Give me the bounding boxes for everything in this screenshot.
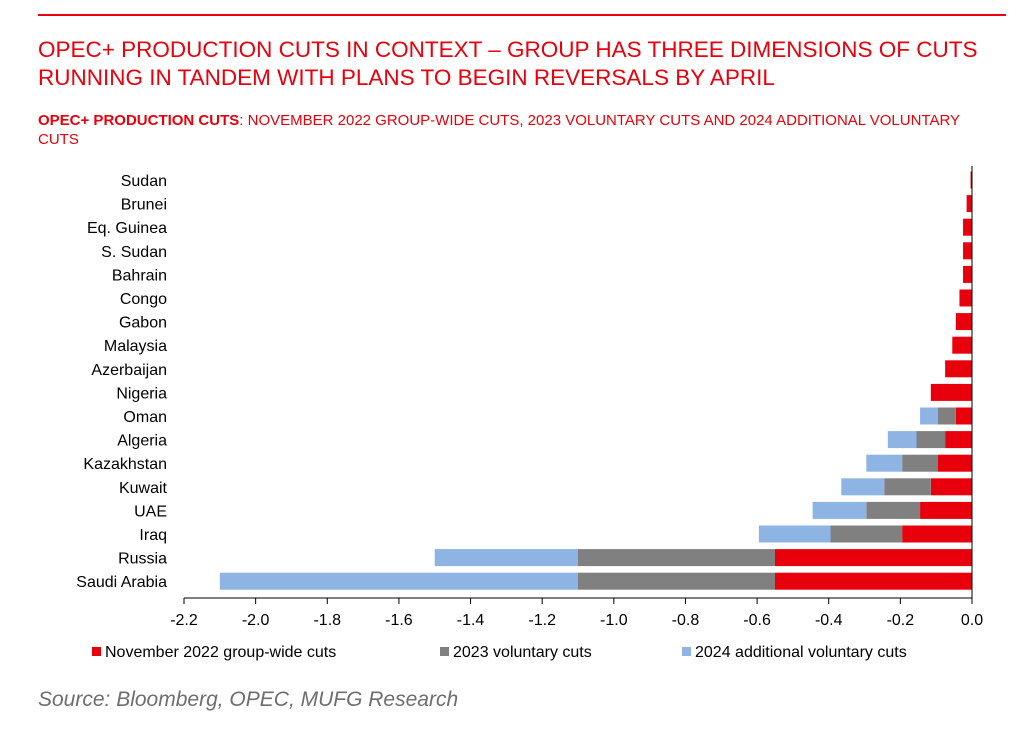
category-label: S. Sudan [101,244,167,261]
category-label: Kazakhstan [83,456,167,473]
bar-segment-series-1 [945,360,972,378]
category-label: Kuwait [119,480,168,497]
bar-segment-series-1 [920,501,972,519]
category-label: Congo [120,291,167,308]
bar-segment-series-2 [937,407,956,425]
top-rule [38,14,1006,16]
bar-segment-series-1 [775,549,972,567]
bar-segment-series-2 [884,478,931,496]
bar-segment-series-2 [578,572,775,590]
legend-swatch [440,647,449,656]
bar-segment-series-1 [966,195,972,213]
x-tick-label: 0.0 [961,612,983,629]
source-note: Source: Bloomberg, OPEC, MUFG Research [38,688,459,711]
x-tick-label: -1.2 [528,612,556,629]
bar-segment-series-3 [920,407,938,425]
bar-segment-series-1 [952,336,972,354]
x-tick-label: -2.2 [170,612,198,629]
chart-subtitle-rest: : NOVEMBER 2022 GROUP-WIDE CUTS, 2023 VO… [38,112,960,148]
bar-segment-series-3 [758,525,831,543]
legend-label: 2023 voluntary cuts [453,644,592,661]
bar-segment-series-1 [963,242,972,260]
bar-segment-series-3 [434,549,578,567]
bar-segment-series-2 [916,431,946,449]
category-label: Saudi Arabia [76,574,167,591]
bar-segment-series-3 [812,501,867,519]
bar-segment-series-2 [578,549,775,567]
category-label: Azerbaijan [91,362,167,379]
legend-label: 2024 additional voluntary cuts [695,644,907,661]
category-label: Gabon [119,315,167,332]
bar-segment-series-1 [959,289,972,307]
bar-segment-series-1 [945,431,972,449]
category-label: Bahrain [112,267,167,284]
bar-segment-series-1 [930,478,972,496]
x-tick-label: -0.6 [743,612,771,629]
category-label: Malaysia [104,338,167,355]
category-label: Sudan [121,173,167,190]
bar-segment-series-1 [955,407,972,425]
bar-segment-series-1 [963,265,972,283]
bar-segment-series-1 [775,572,972,590]
category-label: Eq. Guinea [87,220,167,237]
category-label: Nigeria [116,385,167,402]
x-tick-label: -1.4 [457,612,485,629]
bar-segment-series-2 [866,501,921,519]
bar-segment-series-1 [902,525,972,543]
stacked-bar-chart: Sudan Brunei Eq. Guinea S. Sudan Bahrain Cong… [76,166,983,661]
x-tick-label: -0.8 [672,612,700,629]
x-tick-label: -1.0 [600,612,628,629]
bar-segment-series-3 [219,572,578,590]
bar-segment-series-3 [841,478,885,496]
bar-segment-series-3 [866,454,903,472]
category-label: UAE [134,503,167,520]
bar-segment-series-1 [963,218,972,236]
bar-segment-series-1 [937,454,972,472]
category-label: Russia [118,551,167,568]
page-title: OPEC+ PRODUCTION CUTS IN CONTEXT – GROUP… [38,37,978,90]
legend-label: November 2022 group-wide cuts [105,644,336,661]
bar-segment-series-2 [902,454,938,472]
chart-subtitle: OPEC+ PRODUCTION CUTS: NOVEMBER 2022 GRO… [38,111,998,149]
legend-swatch [92,647,101,656]
bar-segment-series-3 [887,431,917,449]
x-tick-label: -1.8 [313,612,341,629]
category-label: Oman [123,409,167,426]
bar-segment-series-2 [830,525,903,543]
category-label: Iraq [139,527,167,544]
bar-segment-series-1 [970,171,972,189]
bar-segment-series-1 [955,313,972,331]
category-label: Algeria [117,433,167,450]
x-tick-label: -0.4 [815,612,843,629]
x-tick-label: -0.2 [887,612,915,629]
chart-subtitle-bold: OPEC+ PRODUCTION CUTS [38,112,240,129]
x-tick-label: -2.0 [242,612,270,629]
x-tick-label: -1.6 [385,612,413,629]
bar-segment-series-1 [930,383,972,401]
legend-swatch [682,647,691,656]
category-label: Brunei [121,197,167,214]
